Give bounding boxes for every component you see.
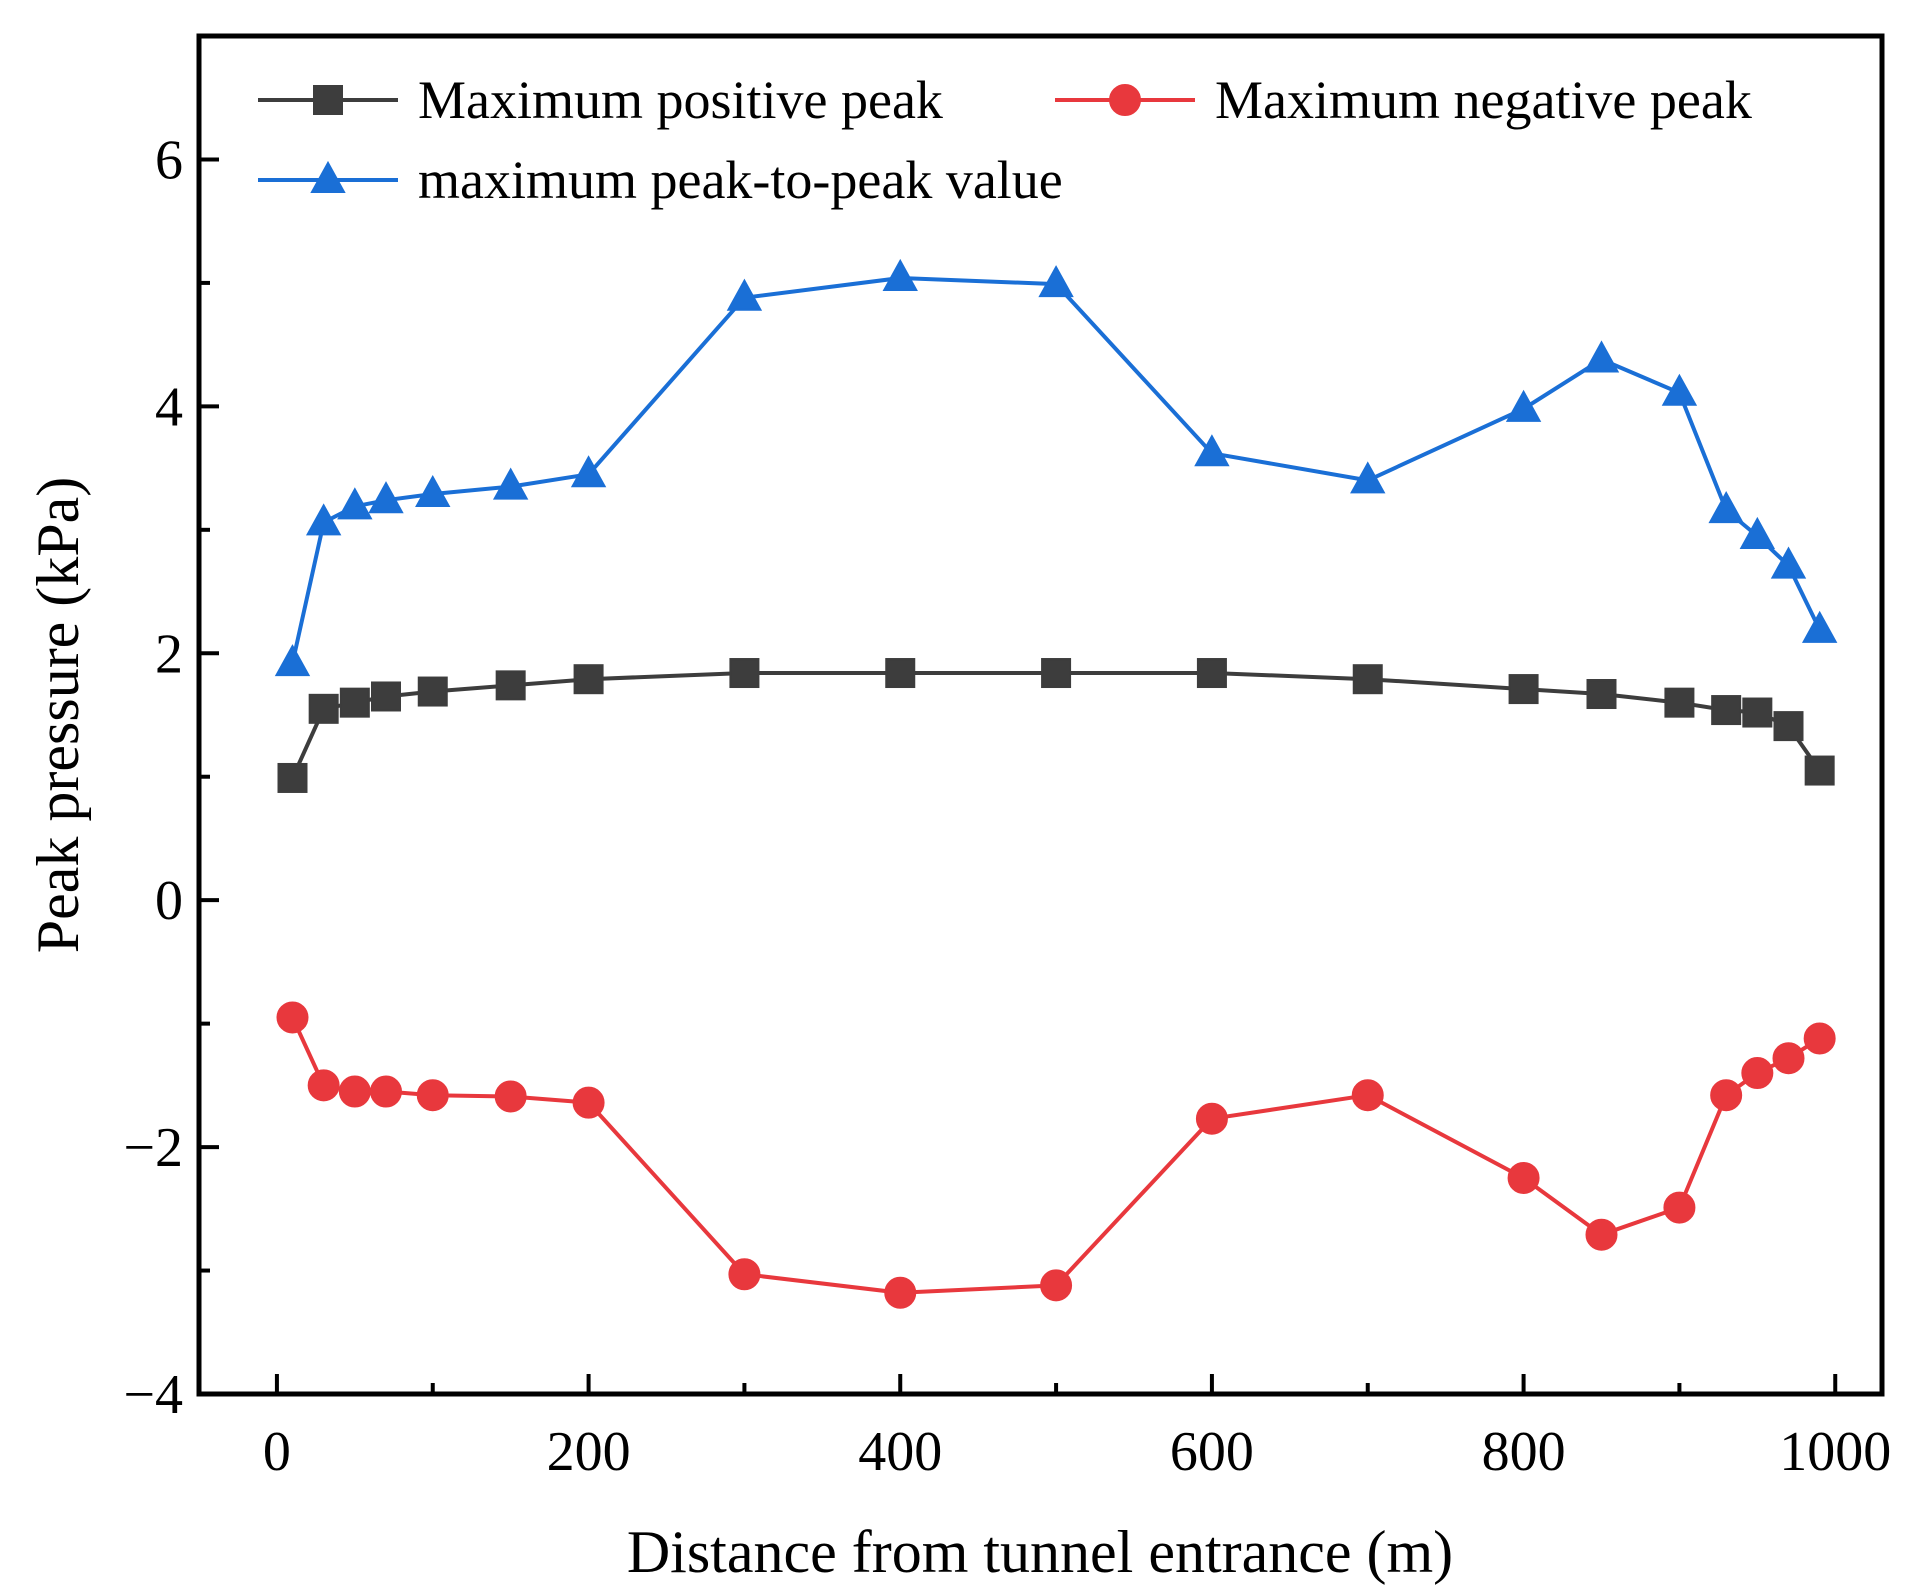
data-point bbox=[1772, 1042, 1805, 1075]
data-point bbox=[728, 1258, 761, 1291]
y-tick-label: −4 bbox=[123, 1364, 183, 1426]
data-point bbox=[1505, 389, 1542, 422]
legend-entry: maximum peak-to-peak value bbox=[258, 150, 1063, 210]
plot-content bbox=[274, 258, 1838, 1309]
data-point bbox=[415, 474, 451, 508]
data-point bbox=[338, 1075, 371, 1108]
data-point bbox=[307, 1069, 340, 1102]
data-point bbox=[1711, 695, 1742, 726]
data-point bbox=[884, 1276, 917, 1309]
data-point bbox=[1803, 1022, 1836, 1055]
legend-label: Maximum positive peak bbox=[418, 70, 943, 130]
data-point bbox=[1194, 434, 1230, 467]
data-point bbox=[1508, 674, 1539, 705]
data-point bbox=[1664, 687, 1695, 718]
x-tick-label: 200 bbox=[547, 1421, 631, 1483]
data-point bbox=[729, 658, 760, 689]
data-point bbox=[882, 258, 918, 291]
x-tick-label: 600 bbox=[1170, 1421, 1254, 1483]
data-point bbox=[1351, 1079, 1384, 1112]
data-point bbox=[368, 481, 404, 514]
data-point bbox=[339, 687, 370, 718]
data-point bbox=[416, 1079, 449, 1112]
data-point bbox=[1739, 516, 1776, 549]
y-tick-label: 2 bbox=[155, 623, 183, 685]
x-tick-label: 400 bbox=[858, 1421, 942, 1483]
data-point bbox=[1196, 658, 1227, 689]
data-point bbox=[1038, 265, 1074, 298]
data-point bbox=[1583, 340, 1620, 373]
data-point bbox=[492, 467, 529, 500]
data-point bbox=[1663, 1191, 1696, 1224]
data-point bbox=[1041, 658, 1072, 689]
data-point bbox=[1770, 546, 1807, 579]
series-line bbox=[290, 276, 1822, 664]
y-tick-label: −2 bbox=[123, 1117, 183, 1179]
x-tick-label: 800 bbox=[1482, 1421, 1566, 1483]
data-point bbox=[573, 664, 604, 695]
data-point bbox=[308, 693, 339, 724]
data-point bbox=[1661, 373, 1698, 406]
data-point bbox=[1586, 679, 1617, 710]
legend-marker bbox=[1109, 84, 1141, 116]
data-point bbox=[494, 1080, 527, 1113]
x-tick-label: 1000 bbox=[1779, 1421, 1891, 1483]
legend-label: maximum peak-to-peak value bbox=[418, 150, 1063, 210]
data-point bbox=[305, 503, 342, 536]
y-tick-label: 0 bbox=[155, 870, 183, 932]
y-axis-label: Peak pressure (kPa) bbox=[25, 477, 91, 954]
x-axis-label: Distance from tunnel entrance (m) bbox=[627, 1519, 1453, 1585]
series-circle-group bbox=[276, 1001, 1836, 1309]
data-point bbox=[1352, 664, 1383, 695]
data-point bbox=[1804, 755, 1835, 786]
y-tick-label: 6 bbox=[155, 129, 183, 191]
data-point bbox=[495, 670, 526, 701]
data-point bbox=[274, 644, 311, 677]
legend-label: Maximum negative peak bbox=[1215, 70, 1752, 130]
data-point bbox=[1773, 711, 1804, 742]
legend-entry: Maximum negative peak bbox=[1055, 70, 1752, 130]
data-point bbox=[276, 1001, 309, 1034]
legend-entry: Maximum positive peak bbox=[258, 70, 943, 130]
data-point bbox=[726, 278, 763, 311]
x-tick-label: 0 bbox=[263, 1421, 291, 1483]
data-point bbox=[1585, 1218, 1618, 1251]
data-point bbox=[1350, 461, 1386, 494]
data-point bbox=[1195, 1102, 1228, 1135]
legend-marker bbox=[310, 160, 346, 193]
data-point bbox=[337, 487, 373, 520]
data-point bbox=[417, 676, 448, 707]
data-point bbox=[371, 681, 401, 712]
data-point bbox=[1742, 697, 1773, 728]
legend-marker bbox=[313, 85, 343, 115]
data-point bbox=[1040, 1269, 1073, 1302]
series-square-group bbox=[277, 658, 1835, 793]
legend: Maximum positive peak Maximum negative pe… bbox=[258, 70, 1752, 210]
data-point bbox=[570, 455, 607, 488]
data-point bbox=[1710, 1079, 1743, 1112]
data-point bbox=[1708, 490, 1744, 524]
data-point bbox=[370, 1075, 402, 1108]
data-point bbox=[1741, 1057, 1774, 1090]
data-point bbox=[572, 1086, 605, 1119]
axes: 0 200 400 600 800 1000 −4 −2 0 2 4 6 bbox=[123, 129, 1891, 1483]
series-triangle-group bbox=[274, 258, 1838, 677]
data-point bbox=[1507, 1161, 1540, 1194]
data-point bbox=[885, 658, 916, 689]
data-point bbox=[277, 762, 308, 793]
plot-frame bbox=[196, 33, 1885, 1397]
data-point bbox=[1801, 610, 1838, 643]
series-line bbox=[290, 1016, 1821, 1295]
y-tick-label: 4 bbox=[155, 376, 183, 438]
